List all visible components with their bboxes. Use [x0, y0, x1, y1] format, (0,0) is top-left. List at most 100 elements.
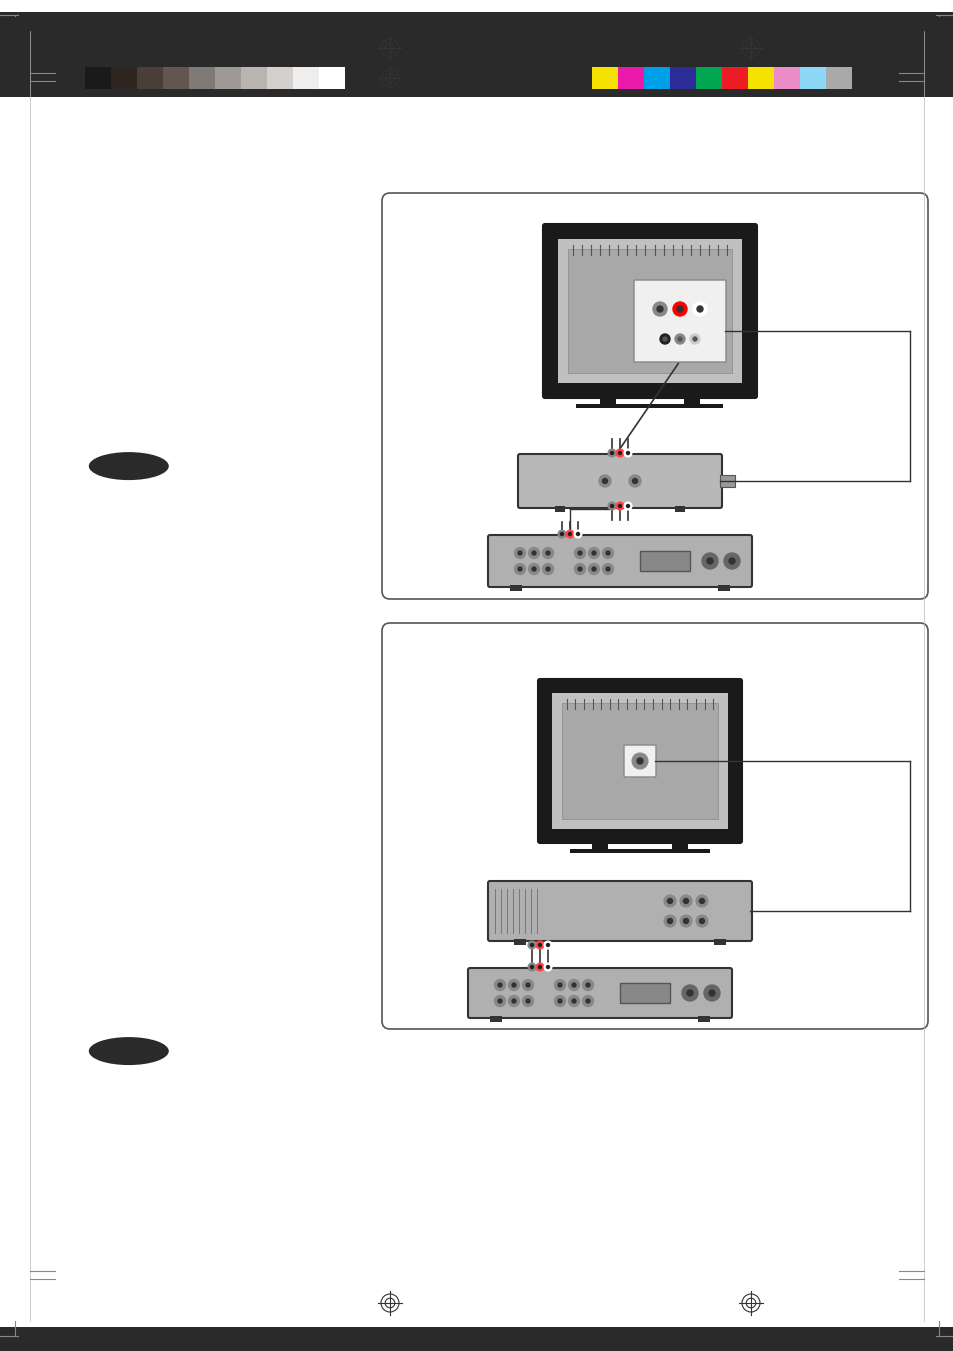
Circle shape	[623, 503, 631, 509]
Circle shape	[537, 943, 541, 947]
Circle shape	[659, 334, 669, 345]
Bar	[592, 68, 618, 89]
Bar	[592, 842, 607, 848]
Circle shape	[699, 898, 703, 904]
Bar	[671, 842, 687, 848]
FancyBboxPatch shape	[488, 535, 751, 586]
Circle shape	[522, 996, 533, 1006]
Circle shape	[558, 998, 561, 1002]
Bar	[576, 404, 722, 408]
Circle shape	[582, 996, 593, 1006]
Circle shape	[537, 966, 541, 969]
Circle shape	[672, 303, 686, 316]
Circle shape	[679, 915, 691, 927]
Bar	[111, 68, 137, 89]
Circle shape	[512, 998, 516, 1002]
Circle shape	[618, 504, 620, 508]
Bar	[669, 68, 696, 89]
Circle shape	[703, 985, 720, 1001]
Circle shape	[696, 915, 707, 927]
Bar	[214, 68, 241, 89]
Circle shape	[528, 547, 539, 558]
Bar	[569, 848, 709, 852]
Circle shape	[697, 305, 702, 312]
Circle shape	[699, 919, 703, 924]
Circle shape	[542, 563, 553, 574]
Circle shape	[602, 563, 613, 574]
Circle shape	[572, 984, 576, 988]
Circle shape	[508, 996, 519, 1006]
Circle shape	[607, 449, 616, 457]
Circle shape	[675, 334, 684, 345]
Bar	[163, 68, 189, 89]
Circle shape	[568, 996, 578, 1006]
Circle shape	[582, 979, 593, 990]
Circle shape	[536, 942, 543, 948]
Circle shape	[572, 998, 576, 1002]
Bar	[241, 68, 267, 89]
Bar	[189, 68, 214, 89]
Circle shape	[605, 551, 609, 555]
Circle shape	[602, 478, 607, 484]
Circle shape	[497, 984, 501, 988]
FancyBboxPatch shape	[468, 969, 731, 1019]
Circle shape	[565, 530, 574, 538]
Bar	[137, 68, 163, 89]
Circle shape	[652, 303, 666, 316]
Circle shape	[588, 547, 598, 558]
Bar	[718, 585, 729, 590]
Bar	[773, 68, 800, 89]
Bar	[510, 585, 521, 590]
Circle shape	[610, 451, 613, 454]
Circle shape	[543, 963, 552, 971]
FancyBboxPatch shape	[623, 744, 656, 777]
Circle shape	[667, 898, 672, 904]
Bar	[561, 703, 718, 820]
Circle shape	[514, 547, 525, 558]
Circle shape	[527, 963, 536, 971]
Circle shape	[527, 942, 536, 948]
Circle shape	[574, 547, 585, 558]
Circle shape	[568, 532, 571, 535]
Circle shape	[701, 553, 718, 569]
Circle shape	[585, 984, 589, 988]
FancyBboxPatch shape	[542, 224, 757, 399]
Bar	[800, 68, 825, 89]
Bar	[713, 939, 725, 944]
Circle shape	[706, 558, 712, 563]
Circle shape	[585, 998, 589, 1002]
Circle shape	[525, 998, 530, 1002]
Circle shape	[663, 915, 676, 927]
Bar	[683, 396, 700, 404]
Circle shape	[592, 551, 596, 555]
FancyBboxPatch shape	[381, 623, 927, 1029]
Circle shape	[679, 894, 691, 907]
Circle shape	[517, 567, 521, 571]
Circle shape	[616, 449, 623, 457]
Bar	[599, 396, 616, 404]
Circle shape	[678, 336, 681, 340]
Circle shape	[616, 503, 623, 509]
Bar	[267, 68, 293, 89]
Circle shape	[628, 476, 640, 486]
Circle shape	[554, 979, 565, 990]
Circle shape	[545, 567, 550, 571]
Circle shape	[517, 551, 521, 555]
FancyBboxPatch shape	[537, 680, 741, 843]
Bar	[85, 68, 111, 89]
Circle shape	[536, 963, 543, 971]
Bar	[0, 1327, 953, 1351]
Circle shape	[605, 567, 609, 571]
Circle shape	[522, 979, 533, 990]
Circle shape	[542, 547, 553, 558]
Circle shape	[708, 990, 714, 996]
Circle shape	[554, 996, 565, 1006]
Bar	[318, 68, 345, 89]
Circle shape	[546, 943, 549, 947]
Circle shape	[696, 894, 707, 907]
Circle shape	[512, 984, 516, 988]
Circle shape	[618, 451, 620, 454]
Bar	[696, 68, 721, 89]
Circle shape	[677, 305, 682, 312]
Circle shape	[558, 984, 561, 988]
